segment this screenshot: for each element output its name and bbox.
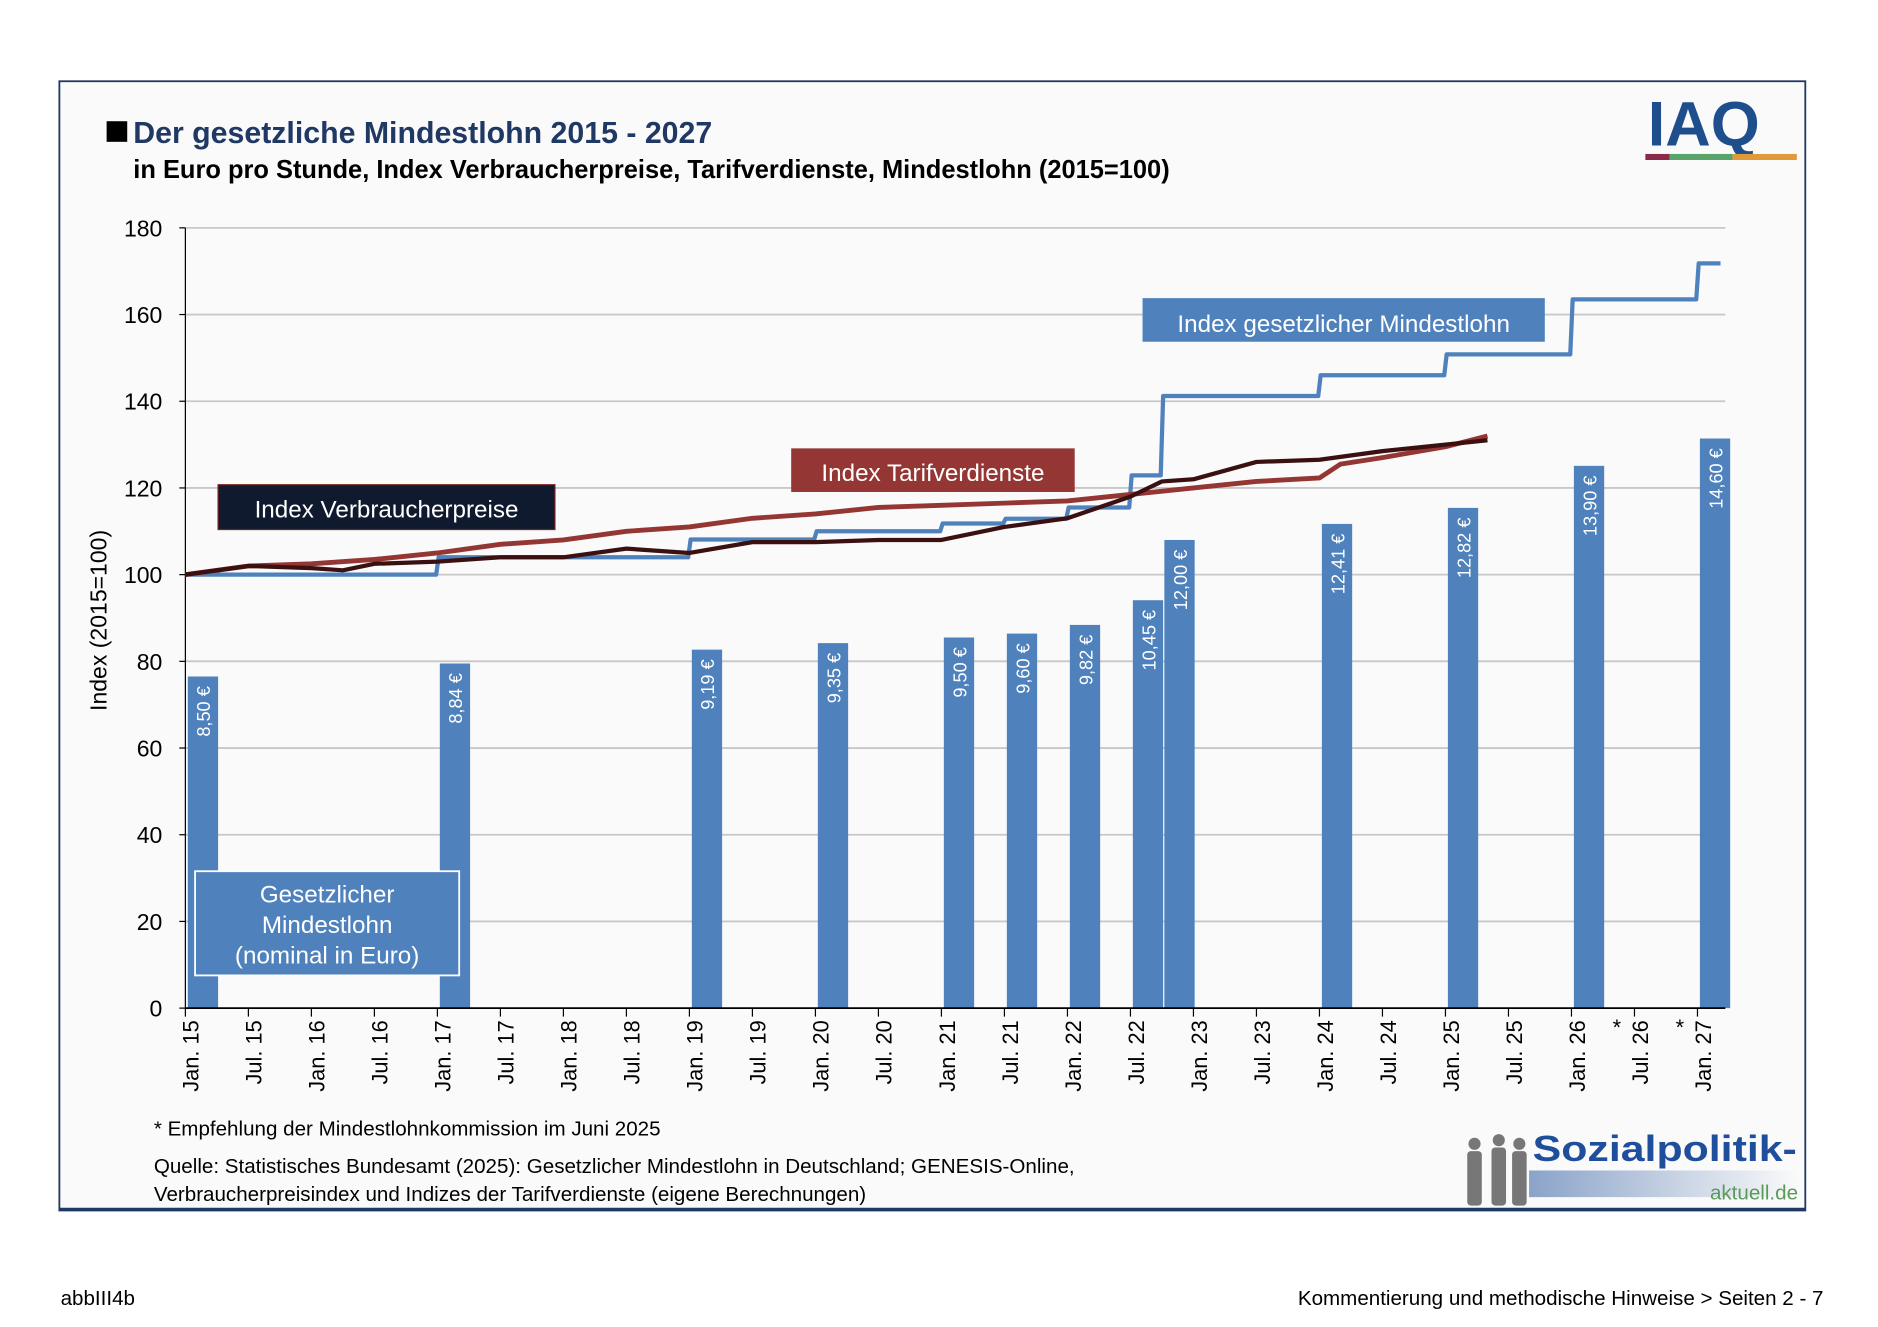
chart-subtitle: in Euro pro Stunde, Index Verbraucherpre… — [133, 156, 1169, 184]
x-tick-label: Jul. 16 — [368, 1020, 393, 1084]
bar-value-label: 12,41 € — [1328, 534, 1348, 595]
y-tick-label: 120 — [124, 475, 162, 501]
bar-value-label: 14,60 € — [1706, 448, 1726, 509]
iaq-logo-text: IAQ — [1648, 89, 1760, 159]
x-tick-label: Jan. 19 — [683, 1020, 708, 1092]
y-tick-label: 40 — [137, 822, 163, 848]
title-bullet-icon — [107, 121, 128, 142]
label-tarifverdienste-text: Index Tarifverdienste — [821, 460, 1044, 487]
x-tick-label: Jan. 17 — [431, 1020, 456, 1092]
x-tick-label: Jul. 25 — [1502, 1020, 1527, 1084]
x-tick-asterisk: * — [1676, 1015, 1685, 1040]
x-tick-label: Jan. 16 — [305, 1020, 330, 1092]
label-mindestlohn-index-text: Index gesetzlicher Mindestlohn — [1177, 311, 1510, 338]
chart-title: Der gesetzliche Mindestlohn 2015 - 2027 — [133, 117, 712, 150]
y-tick-label: 60 — [137, 736, 163, 762]
x-tick-label: Jul. 24 — [1376, 1020, 1401, 1084]
label-mindestlohn-index: Index gesetzlicher Mindestlohn — [1143, 298, 1545, 342]
x-tick-label: Jul. 18 — [620, 1020, 645, 1084]
y-tick-label: 100 — [124, 562, 162, 588]
bar-1460 — [1700, 439, 1730, 1009]
x-tick-label: Jan. 24 — [1313, 1020, 1338, 1092]
bar-value-label: 8,50 € — [194, 686, 214, 736]
label-verbraucherpreise: Index Verbraucherpreise — [218, 485, 555, 530]
y-axis-title: Index (2015=100) — [86, 530, 112, 711]
label-mindestlohn-bars: Gesetzlicher Mindestlohn (nominal in Eur… — [195, 871, 459, 975]
bar-value-label: 9,60 € — [1013, 643, 1033, 693]
bar-value-label: 12,82 € — [1454, 518, 1474, 579]
bar-value-label: 9,50 € — [950, 647, 970, 697]
bar-value-label: 8,84 € — [446, 673, 466, 723]
x-tick-label: Jul. 23 — [1250, 1020, 1275, 1084]
page-footer-right: Kommentierung und methodische Hinweise >… — [1298, 1287, 1824, 1310]
bars-label-line-3: (nominal in Euro) — [235, 942, 419, 969]
x-tick-label: Jul. 22 — [1124, 1020, 1149, 1084]
x-tick-label: Jul. 21 — [998, 1020, 1023, 1084]
x-tick-label: Jan. 15 — [179, 1020, 204, 1092]
bars-label-line-2: Mindestlohn — [262, 912, 393, 939]
bar-value-label: 9,35 € — [824, 653, 844, 703]
people-silhouettes-icon — [1467, 1134, 1526, 1205]
x-tick-label: Jan. 20 — [809, 1020, 834, 1092]
x-tick-label: Jan. 25 — [1439, 1020, 1464, 1092]
y-tick-label: 20 — [137, 909, 163, 935]
source-line-1: Quelle: Statistisches Bundesamt (2025): … — [154, 1155, 1075, 1178]
bars-label-line-1: Gesetzlicher — [260, 882, 395, 909]
x-tick-label: Jul. 17 — [494, 1020, 519, 1084]
x-tick-asterisk: * — [1613, 1015, 1622, 1040]
footnote: * Empfehlung der Mindestlohnkommission i… — [154, 1117, 661, 1140]
x-tick-label: Jan. 21 — [935, 1020, 960, 1092]
x-tick-label: Jul. 26 — [1628, 1020, 1653, 1084]
x-tick-label: Jan. 27 — [1691, 1020, 1716, 1092]
bar-value-label: 9,19 € — [698, 659, 718, 709]
y-tick-label: 160 — [124, 302, 162, 328]
bar-value-label: 13,90 € — [1580, 476, 1600, 537]
sozialpolitik-logo-subtext: aktuell.de — [1710, 1182, 1798, 1205]
bar-value-label: 12,00 € — [1171, 550, 1191, 611]
y-tick-label: 140 — [124, 389, 162, 415]
x-tick-label: Jul. 15 — [242, 1020, 267, 1084]
bar-value-label: 9,82 € — [1076, 635, 1096, 685]
y-tick-label: 80 — [137, 649, 163, 675]
x-tick-label: Jan. 18 — [557, 1020, 582, 1092]
x-tick-label: Jul. 19 — [746, 1020, 771, 1084]
bar-1282 — [1448, 508, 1478, 1008]
y-tick-label: 180 — [124, 215, 162, 241]
sozialpolitik-logo-text: Sozialpolitik- — [1533, 1128, 1797, 1169]
x-tick-label: Jul. 20 — [872, 1020, 897, 1084]
x-tick-label: Jan. 23 — [1187, 1020, 1212, 1092]
y-tick-label: 0 — [150, 996, 163, 1022]
page-footer-left: abbIII4b — [61, 1287, 135, 1310]
label-verbraucherpreise-text: Index Verbraucherpreise — [255, 496, 519, 523]
bar-1390 — [1574, 466, 1604, 1008]
x-tick-label: Jan. 22 — [1061, 1020, 1086, 1092]
source-line-2: Verbraucherpreisindex und Indizes der Ta… — [154, 1183, 866, 1206]
bar-1241 — [1322, 524, 1352, 1008]
sozialpolitik-logo: Sozialpolitik- aktuell.de — [1467, 1128, 1798, 1206]
x-tick-label: Jan. 26 — [1565, 1020, 1590, 1092]
label-tarifverdienste: Index Tarifverdienste — [791, 448, 1075, 492]
bar-value-label: 10,45 € — [1139, 610, 1159, 671]
